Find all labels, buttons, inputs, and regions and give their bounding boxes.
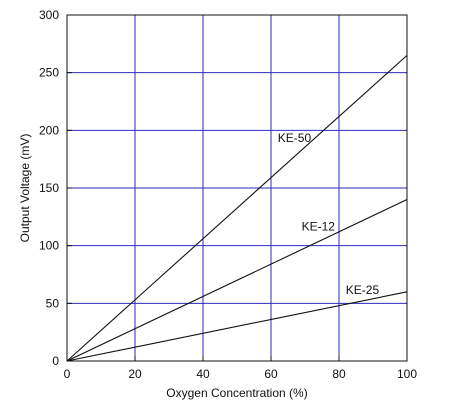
y-tick-label: 50 [46, 296, 60, 310]
series-line-ke-25 [66, 291, 408, 362]
x-tick-label: 40 [196, 367, 210, 381]
series-lines [66, 54, 408, 362]
x-tick-label: 20 [128, 367, 142, 381]
y-tick-label: 150 [39, 181, 59, 195]
y-axis-title: Output Voltage (mV) [18, 134, 32, 243]
y-tick-label: 300 [39, 8, 59, 22]
y-tick-label: 200 [39, 123, 59, 137]
x-tick-label: 100 [397, 367, 417, 381]
x-axis-title: Oxygen Concentration (%) [166, 386, 307, 400]
y-tick-label: 100 [39, 239, 59, 253]
series-label-ke-50: KE-50 [278, 131, 312, 145]
y-tick-label: 250 [39, 66, 59, 80]
y-tick-label: 0 [52, 354, 59, 368]
grid [67, 15, 407, 361]
x-axis-ticks: 0 20 40 60 80 100 [64, 356, 417, 381]
series-line-ke-12 [66, 199, 408, 362]
series-label-ke-25: KE-25 [346, 283, 380, 297]
series-label-ke-12: KE-12 [302, 220, 336, 234]
x-tick-label: 0 [64, 367, 71, 381]
x-tick-label: 80 [332, 367, 346, 381]
y-axis-ticks: 0 50 100 150 200 250 300 [39, 8, 72, 368]
x-tick-label: 60 [264, 367, 278, 381]
series-labels: KE-50 KE-12 KE-25 [278, 131, 380, 297]
series-line-ke-50 [66, 54, 408, 362]
